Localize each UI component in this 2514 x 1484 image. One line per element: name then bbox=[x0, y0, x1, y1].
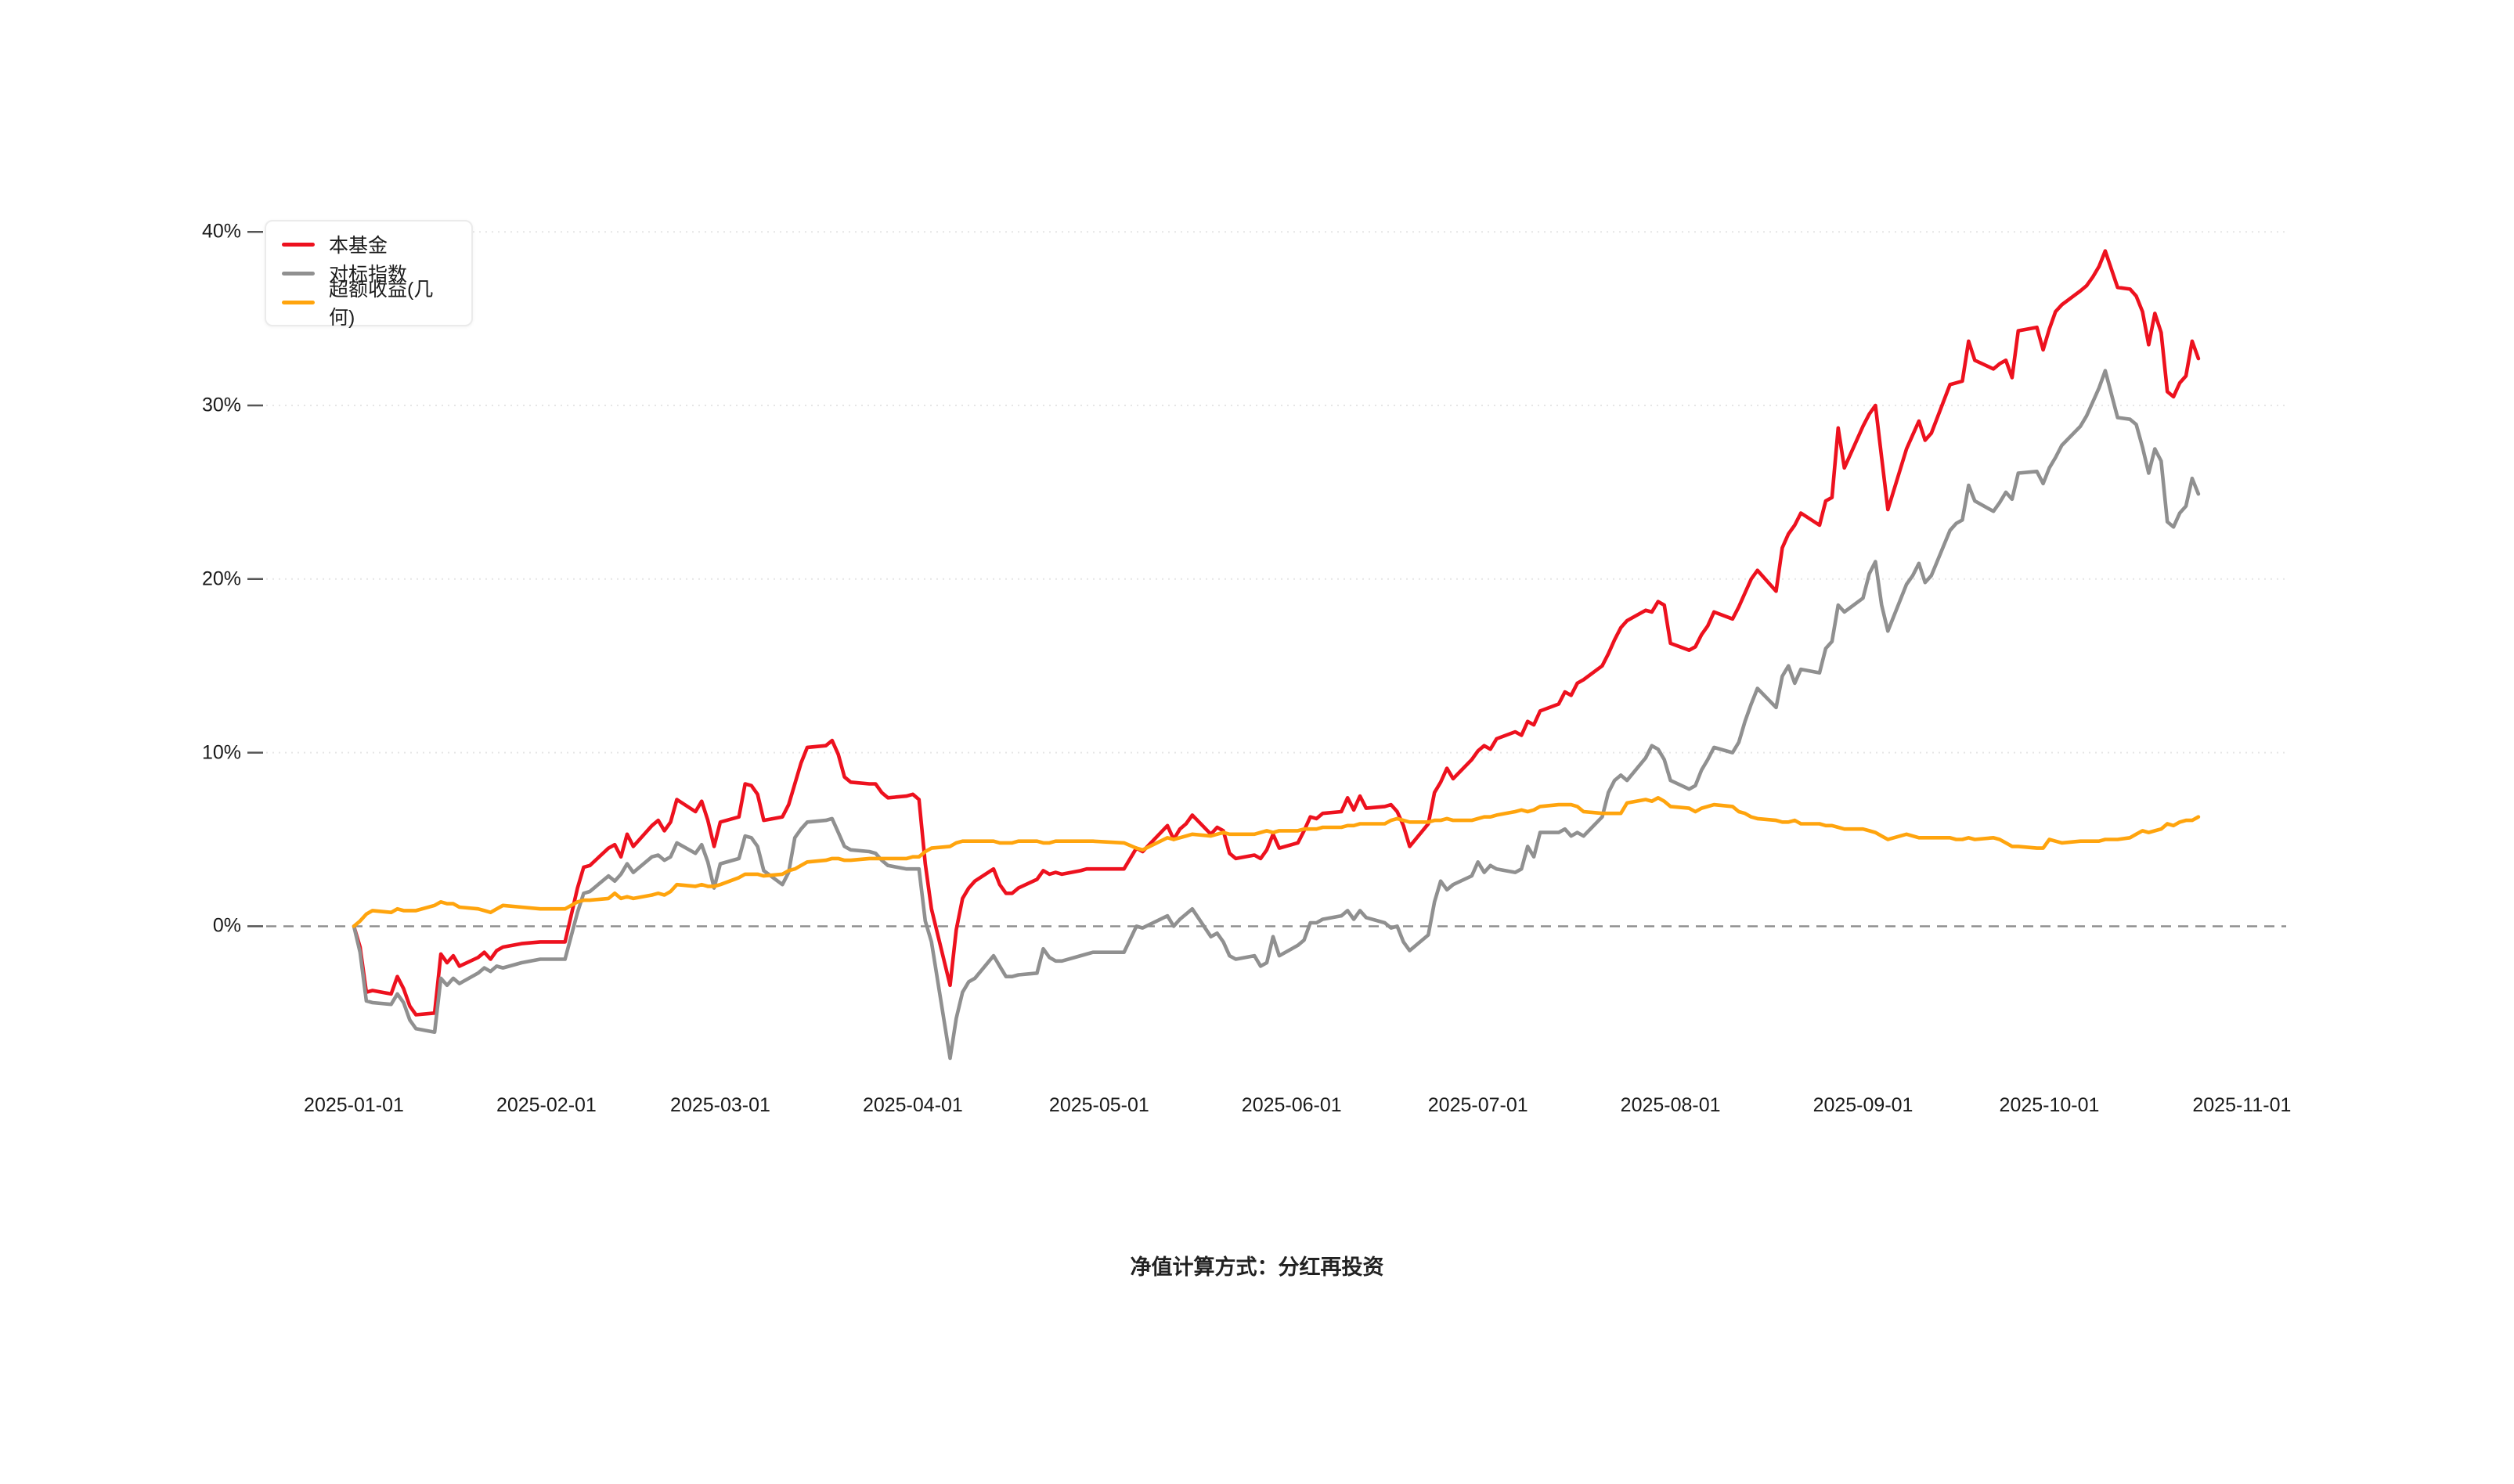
fund-line bbox=[352, 249, 2201, 1017]
x-axis-label-2025-01-01: 2025-01-01 bbox=[304, 1094, 404, 1116]
legend: 本基金 对标指数 超额收益(几何) bbox=[265, 220, 473, 329]
legend-label-excess-return: 超额收益(几何) bbox=[329, 279, 434, 329]
excess-return-line bbox=[352, 795, 2201, 928]
x-axis-label-2025-08-01: 2025-08-01 bbox=[1620, 1094, 1721, 1116]
x-axis-label-2025-03-01: 2025-03-01 bbox=[670, 1094, 770, 1116]
y-axis-label-10%: 10% bbox=[201, 741, 241, 764]
x-axis-label-2025-11-01: 2025-11-01 bbox=[2192, 1094, 2292, 1116]
x-axis-label-2025-02-01: 2025-02-01 bbox=[496, 1094, 597, 1116]
nav-calculation-note: 净值计算方式：分红再投资 bbox=[1130, 1255, 1384, 1279]
x-axis-label-2025-09-01: 2025-09-01 bbox=[1812, 1094, 1913, 1116]
y-axis-label-30%: 30% bbox=[201, 394, 241, 416]
x-axis-label-2025-07-01: 2025-07-01 bbox=[1427, 1094, 1528, 1116]
y-axis-label-20%: 20% bbox=[201, 567, 241, 590]
fund-line-swatch bbox=[282, 242, 315, 247]
legend-item-benchmark[interactable]: 对标指数 bbox=[282, 262, 456, 286]
legend-item-fund[interactable]: 本基金 bbox=[282, 233, 456, 257]
benchmark-line-swatch bbox=[282, 271, 315, 276]
benchmark-line bbox=[352, 369, 2201, 1061]
excess-return-line-swatch bbox=[282, 300, 315, 304]
legend-label-benchmark: 对标指数 bbox=[329, 264, 408, 286]
y-axis-label-40%: 40% bbox=[201, 220, 241, 243]
x-axis-label-2025-06-01: 2025-06-01 bbox=[1241, 1094, 1342, 1116]
y-axis-label-0%: 0% bbox=[212, 914, 241, 937]
x-axis-label-2025-04-01: 2025-04-01 bbox=[862, 1094, 963, 1116]
x-axis-label-2025-10-01: 2025-10-01 bbox=[1999, 1094, 2100, 1116]
legend-label-fund: 本基金 bbox=[329, 235, 388, 257]
legend-item-excess-return[interactable]: 超额收益(几何) bbox=[282, 279, 456, 329]
x-axis-label-2025-05-01: 2025-05-01 bbox=[1048, 1094, 1149, 1116]
